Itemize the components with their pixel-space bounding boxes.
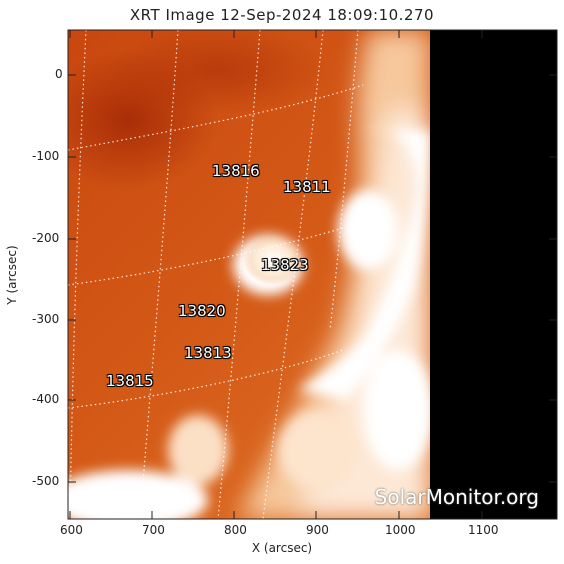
active-region-label: 13815 [106,372,154,390]
solar-image: 13816 13811 13823 13820 13813 13815 Sola… [68,30,557,519]
x-tick-label: 1000 [385,523,416,537]
watermark: SolarMonitor.org [374,485,539,509]
active-region-label: 13813 [184,344,232,362]
x-tick-label: 700 [142,523,165,537]
x-tick-label: 600 [60,523,83,537]
x-tick-label: 900 [306,523,329,537]
y-tick-label: -300 [32,312,60,326]
offlimb-black [430,30,557,519]
active-region-label: 13823 [261,256,309,274]
active-region-label: 13816 [212,162,260,180]
y-tick-label: 0 [55,67,63,81]
page-title: XRT Image 12-Sep-2024 18:09:10.270 [129,6,435,24]
y-tick-label: -200 [32,231,60,245]
y-axis-title: Y (arcsec) [5,245,19,305]
x-tick-label: 1100 [468,523,499,537]
active-region-label: 13811 [283,178,331,196]
y-tick-label: -400 [32,392,60,406]
y-tick-label: -100 [32,149,60,163]
active-region-label: 13820 [178,302,226,320]
x-axis-title: X (arcsec) [251,541,313,555]
xrt-image [68,30,557,519]
y-tick-label: -500 [32,474,60,488]
x-tick-label: 800 [224,523,247,537]
